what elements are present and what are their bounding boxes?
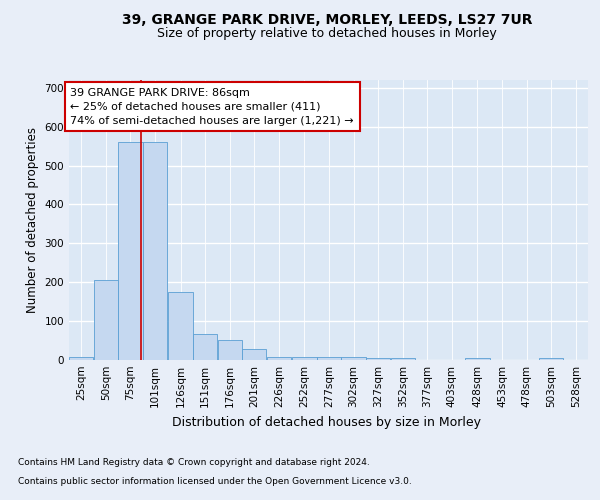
Bar [391,358,415,360]
Bar [341,358,366,360]
Bar [193,334,217,360]
Text: 39 GRANGE PARK DRIVE: 86sqm
← 25% of detached houses are smaller (411)
74% of se: 39 GRANGE PARK DRIVE: 86sqm ← 25% of det… [70,88,354,126]
Bar [292,358,317,360]
Text: Distribution of detached houses by size in Morley: Distribution of detached houses by size … [173,416,482,429]
Text: Contains public sector information licensed under the Open Government Licence v3: Contains public sector information licen… [18,476,412,486]
Y-axis label: Number of detached properties: Number of detached properties [26,127,39,313]
Bar [317,356,341,360]
Bar [218,340,242,360]
Bar [94,280,118,360]
Text: Contains HM Land Registry data © Crown copyright and database right 2024.: Contains HM Land Registry data © Crown c… [18,458,370,467]
Bar [169,292,193,360]
Bar [118,142,143,360]
Bar [465,358,490,360]
Bar [366,358,391,360]
Text: Size of property relative to detached houses in Morley: Size of property relative to detached ho… [157,28,497,40]
Bar [539,358,563,360]
Bar [143,142,167,360]
Bar [266,356,291,360]
Bar [242,349,266,360]
Bar [69,357,94,360]
Text: 39, GRANGE PARK DRIVE, MORLEY, LEEDS, LS27 7UR: 39, GRANGE PARK DRIVE, MORLEY, LEEDS, LS… [122,12,532,26]
